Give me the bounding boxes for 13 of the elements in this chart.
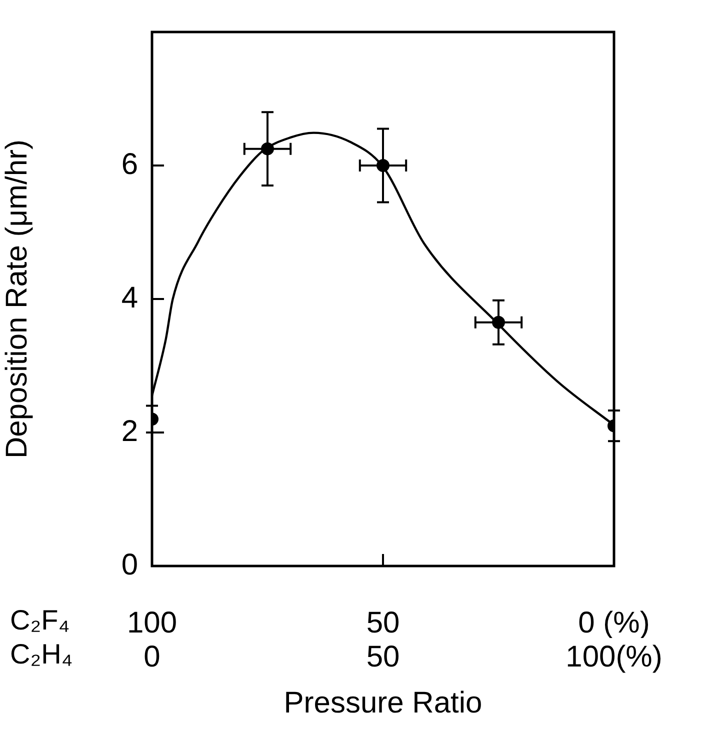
y-tick-label: 6 <box>121 148 138 181</box>
x2-tick-label: 0 <box>144 640 160 674</box>
x-tick-label: 50 <box>366 606 400 640</box>
x2-tick-label: 100(%) <box>566 640 662 674</box>
y-tick-label: 0 <box>121 548 138 582</box>
y-axis-title: Deposition Rate (μm/hr) <box>0 139 34 459</box>
x2-tick-label: 50 <box>366 640 400 674</box>
text: C₂F₄ <box>10 604 70 636</box>
y-tick-label: 4 <box>121 281 138 314</box>
y-tick-label: 2 <box>121 414 138 448</box>
x-tick-label: 100 <box>126 606 178 640</box>
x-axis-title: Pressure Ratio <box>284 686 482 720</box>
text: C₂H₄ <box>10 638 73 670</box>
